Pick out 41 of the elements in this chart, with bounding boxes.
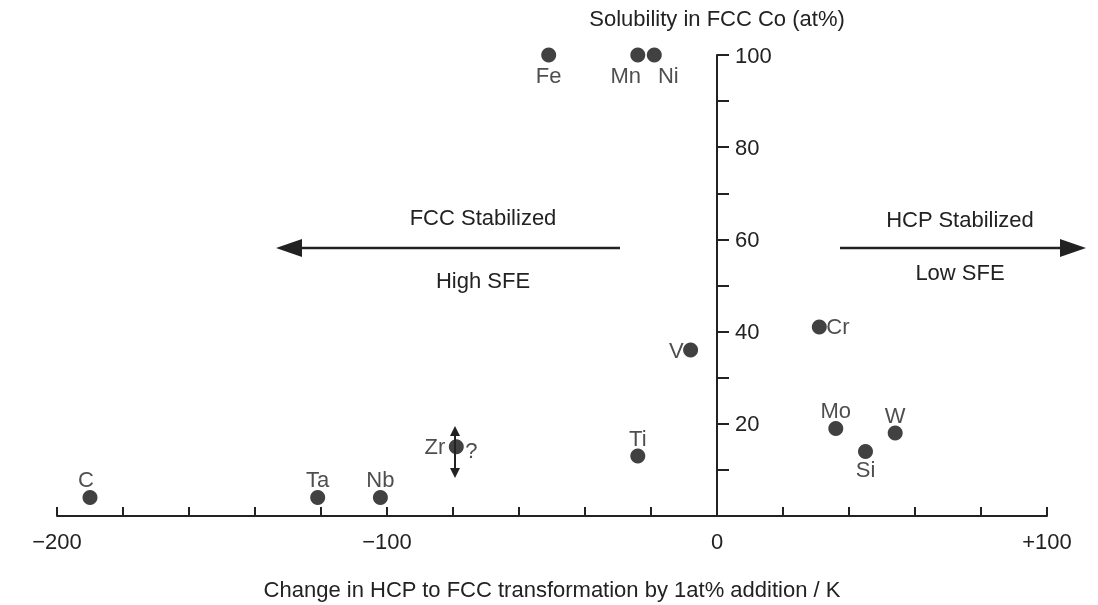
annotation: Low SFE: [915, 259, 1005, 285]
annotation: FCC Stabilized: [409, 204, 557, 230]
annotation: Cr: [826, 314, 850, 340]
annotation: High SFE: [435, 267, 531, 293]
point: [541, 47, 557, 63]
point: [646, 47, 662, 63]
annotation: Ta: [306, 467, 331, 493]
point: [858, 443, 873, 459]
point: [630, 47, 646, 63]
y-tick-label: 20: [735, 411, 760, 437]
y-axis-title: Solubility in FCC Co (at%): [589, 5, 845, 31]
point: [310, 490, 326, 506]
point: [372, 490, 388, 506]
y-tick-label: 60: [735, 226, 760, 252]
x-tick-label: −100: [362, 528, 412, 554]
annotation: Zr: [424, 434, 446, 460]
point: [828, 420, 844, 436]
point: [630, 448, 646, 464]
annotation: Ti: [629, 425, 647, 451]
annotation: C: [78, 467, 95, 493]
y-tick-label: 40: [735, 319, 760, 345]
x-axis-title: Change in HCP to FCC transformation by 1at% addition / K: [263, 576, 841, 602]
annotation: Ni: [657, 62, 679, 88]
point: [887, 425, 903, 441]
annotation: Mn: [610, 62, 642, 88]
annotation: ?: [465, 438, 478, 464]
y-tick-label: 100: [735, 42, 772, 68]
x-tick-label: 0: [710, 528, 724, 554]
x-tick-label: +100: [1022, 528, 1072, 554]
point: [811, 319, 827, 335]
annotation: W: [884, 402, 906, 428]
annotation: Nb: [366, 467, 395, 493]
x-tick-label: −200: [32, 528, 82, 554]
annotation: HCP Stabilized: [886, 206, 1034, 232]
annotation: V: [668, 337, 684, 363]
annotation: Fe: [535, 62, 562, 88]
point: [683, 342, 699, 358]
point: [82, 490, 98, 506]
annotation: Si: [855, 456, 876, 482]
annotation: Mo: [820, 397, 852, 423]
y-tick-label: 80: [735, 134, 760, 160]
